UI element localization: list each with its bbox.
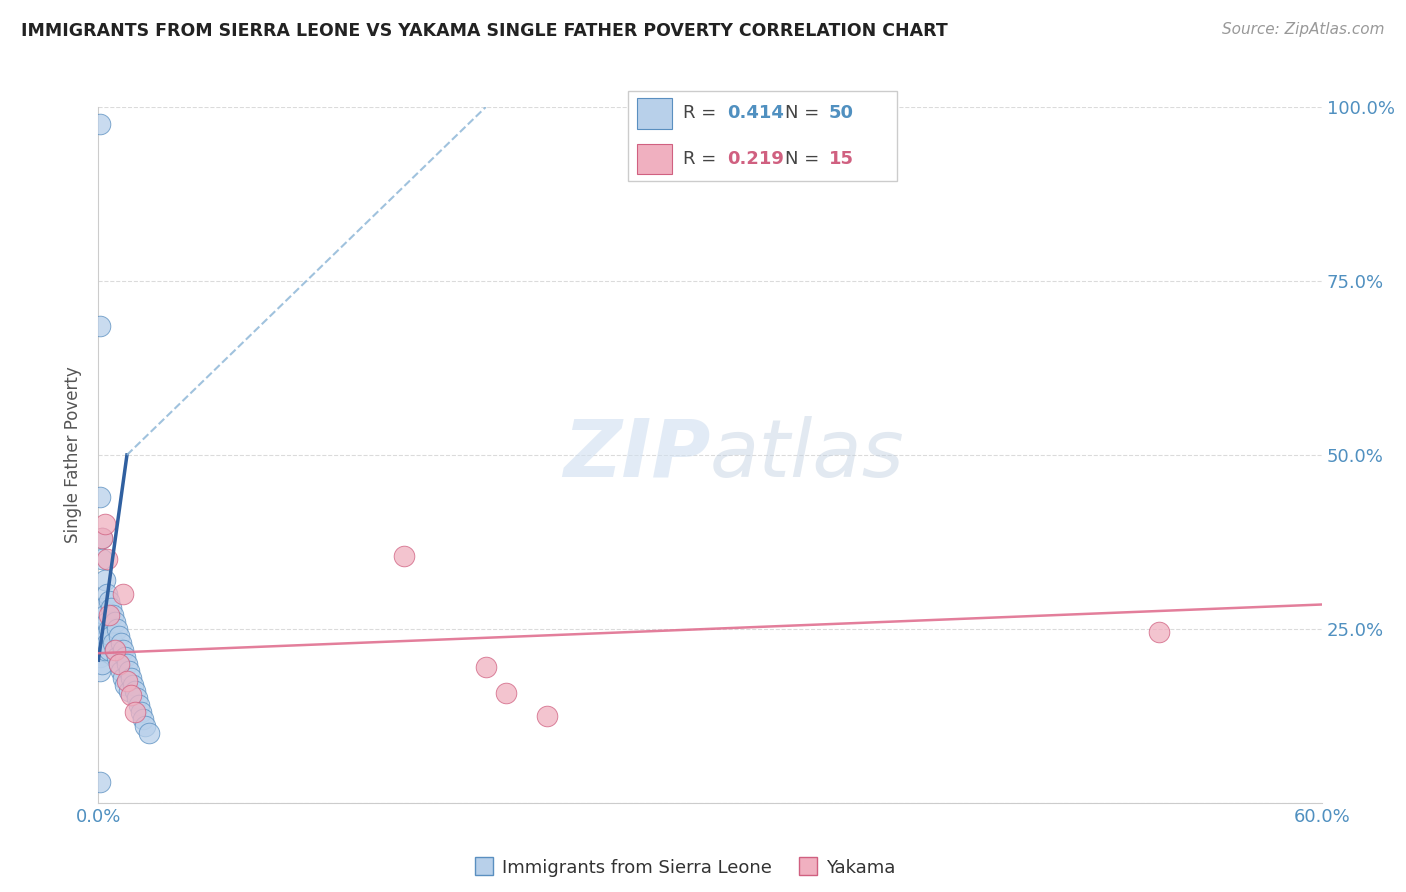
Point bbox=[124, 706, 146, 720]
Text: ZIP: ZIP bbox=[562, 416, 710, 494]
Point bbox=[392, 549, 416, 563]
Point bbox=[105, 622, 128, 636]
Point bbox=[120, 671, 142, 685]
Text: 0.414: 0.414 bbox=[727, 104, 785, 122]
Point bbox=[128, 698, 150, 713]
Point bbox=[104, 615, 127, 629]
FancyBboxPatch shape bbox=[628, 91, 897, 181]
Point bbox=[104, 642, 127, 657]
Point bbox=[536, 708, 558, 723]
Point bbox=[89, 117, 111, 131]
Point bbox=[1147, 625, 1170, 640]
Text: IMMIGRANTS FROM SIERRA LEONE VS YAKAMA SINGLE FATHER POVERTY CORRELATION CHART: IMMIGRANTS FROM SIERRA LEONE VS YAKAMA S… bbox=[21, 22, 948, 40]
Point bbox=[111, 642, 134, 657]
Point bbox=[91, 532, 114, 546]
Point bbox=[89, 775, 111, 789]
Point bbox=[93, 573, 115, 587]
Point bbox=[100, 601, 122, 615]
Point bbox=[89, 319, 111, 334]
Point bbox=[97, 607, 120, 622]
Point bbox=[96, 636, 118, 650]
Point bbox=[114, 649, 136, 664]
Point bbox=[91, 552, 114, 566]
Point bbox=[118, 684, 141, 698]
Point bbox=[105, 649, 128, 664]
Legend: Immigrants from Sierra Leone, Yakama: Immigrants from Sierra Leone, Yakama bbox=[468, 852, 903, 884]
Point bbox=[132, 712, 155, 726]
Text: atlas: atlas bbox=[710, 416, 905, 494]
Point bbox=[110, 636, 132, 650]
Point bbox=[100, 629, 122, 643]
Point bbox=[93, 629, 115, 643]
Point bbox=[104, 642, 127, 657]
Point bbox=[101, 607, 124, 622]
Point bbox=[108, 629, 131, 643]
Point bbox=[108, 657, 131, 671]
Point bbox=[93, 642, 115, 657]
Point bbox=[89, 490, 111, 504]
Point bbox=[129, 706, 152, 720]
Point bbox=[89, 649, 111, 664]
Point bbox=[91, 532, 114, 546]
Point bbox=[114, 677, 136, 691]
Point bbox=[138, 726, 160, 740]
Point bbox=[93, 607, 115, 622]
Point bbox=[89, 636, 111, 650]
Point bbox=[101, 636, 124, 650]
Point bbox=[474, 660, 498, 674]
Point bbox=[108, 657, 131, 671]
Point bbox=[120, 688, 142, 702]
Point bbox=[111, 587, 134, 601]
Point bbox=[97, 594, 120, 608]
Point bbox=[115, 657, 138, 671]
Text: N =: N = bbox=[785, 150, 825, 168]
Text: N =: N = bbox=[785, 104, 825, 122]
Point bbox=[111, 671, 134, 685]
Y-axis label: Single Father Poverty: Single Father Poverty bbox=[65, 367, 83, 543]
Point bbox=[124, 684, 146, 698]
Text: R =: R = bbox=[683, 150, 723, 168]
Point bbox=[91, 622, 114, 636]
FancyBboxPatch shape bbox=[637, 97, 672, 128]
Point bbox=[91, 657, 114, 671]
Text: 50: 50 bbox=[828, 104, 853, 122]
Point bbox=[122, 677, 145, 691]
Point bbox=[97, 622, 120, 636]
Point bbox=[89, 664, 111, 678]
Point bbox=[91, 601, 114, 615]
Point bbox=[97, 642, 120, 657]
Text: Source: ZipAtlas.com: Source: ZipAtlas.com bbox=[1222, 22, 1385, 37]
Point bbox=[96, 615, 118, 629]
Point bbox=[115, 674, 138, 689]
Text: 15: 15 bbox=[828, 150, 853, 168]
Point bbox=[134, 719, 156, 733]
Point bbox=[96, 552, 118, 566]
Text: 0.219: 0.219 bbox=[727, 150, 785, 168]
Text: R =: R = bbox=[683, 104, 723, 122]
FancyBboxPatch shape bbox=[637, 144, 672, 175]
Point bbox=[127, 691, 149, 706]
Point bbox=[118, 664, 141, 678]
Point bbox=[110, 664, 132, 678]
Point bbox=[495, 686, 517, 700]
Point bbox=[96, 587, 118, 601]
Point bbox=[93, 517, 115, 532]
